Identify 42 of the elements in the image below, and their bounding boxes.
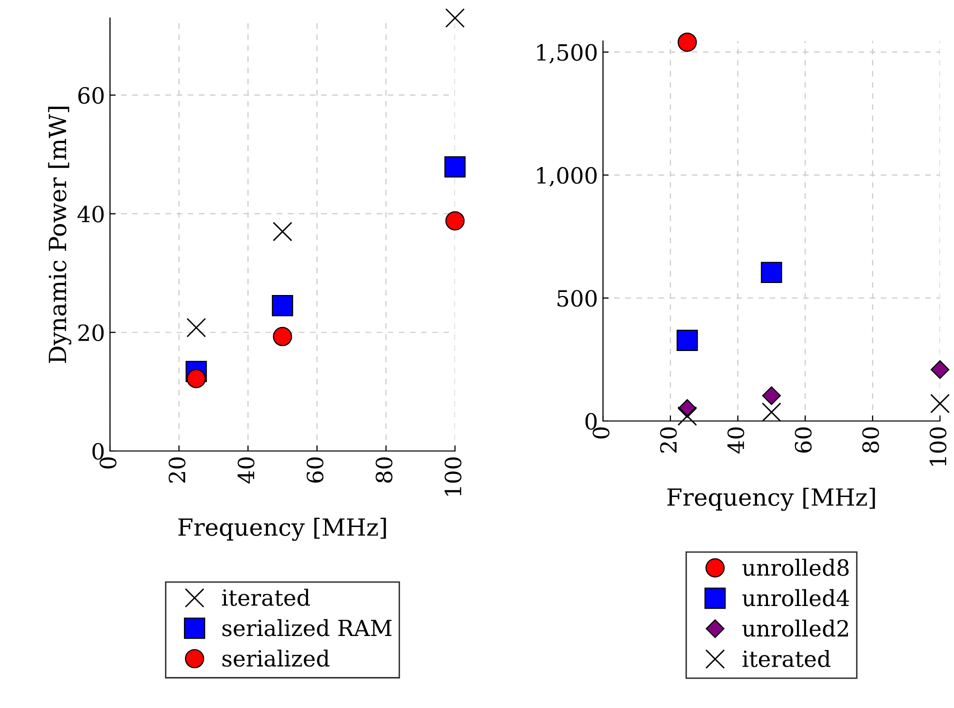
- y-axis-title: Dynamic Power [mW]: [48, 106, 72, 363]
- x-axis-title: Frequency [MHz]: [178, 518, 386, 541]
- x-tick-label: 100: [444, 457, 462, 496]
- point: [930, 360, 950, 379]
- point: [445, 8, 465, 28]
- point: [760, 262, 782, 284]
- point: [186, 318, 206, 338]
- y-tick-label: 500: [558, 290, 597, 307]
- y-tick-label: 1,500: [537, 44, 597, 64]
- point: [444, 156, 466, 178]
- y-tick-label: 40: [78, 206, 104, 222]
- legend-label: unrolled8: [742, 558, 849, 576]
- point: [186, 369, 206, 388]
- x-tick-label: 20: [660, 427, 677, 453]
- point: [676, 330, 698, 351]
- point: [930, 394, 950, 414]
- x-tick-label: 100: [930, 427, 946, 466]
- legend-label: unrolled4: [742, 589, 850, 606]
- legend-label: serialized: [222, 650, 330, 667]
- point: [445, 211, 465, 230]
- legend-label: iterated: [742, 650, 830, 668]
- legend-label: unrolled2: [742, 620, 848, 637]
- y-tick-label: 60: [78, 87, 104, 104]
- point: [762, 402, 782, 422]
- x-tick-label: 80: [376, 457, 392, 483]
- point: [678, 406, 697, 426]
- point: [272, 222, 292, 242]
- x-tick-label: 40: [727, 427, 744, 454]
- point: [762, 386, 781, 406]
- x-tick-label: 60: [794, 427, 812, 453]
- point: [272, 295, 294, 316]
- x-tick-label: 20: [168, 457, 186, 483]
- legend-label: iterated: [222, 588, 310, 606]
- point: [678, 32, 697, 52]
- x-axis-title: Frequency [MHz]: [667, 488, 875, 511]
- y-tick-label: 20: [78, 324, 104, 342]
- x-tick-label: 80: [862, 427, 880, 453]
- point: [272, 326, 292, 346]
- x-tick-label: 60: [306, 457, 324, 483]
- x-tick-label: 40: [238, 457, 254, 484]
- legend-label: serialized RAM: [222, 619, 392, 636]
- y-tick-label: 1,000: [537, 166, 597, 187]
